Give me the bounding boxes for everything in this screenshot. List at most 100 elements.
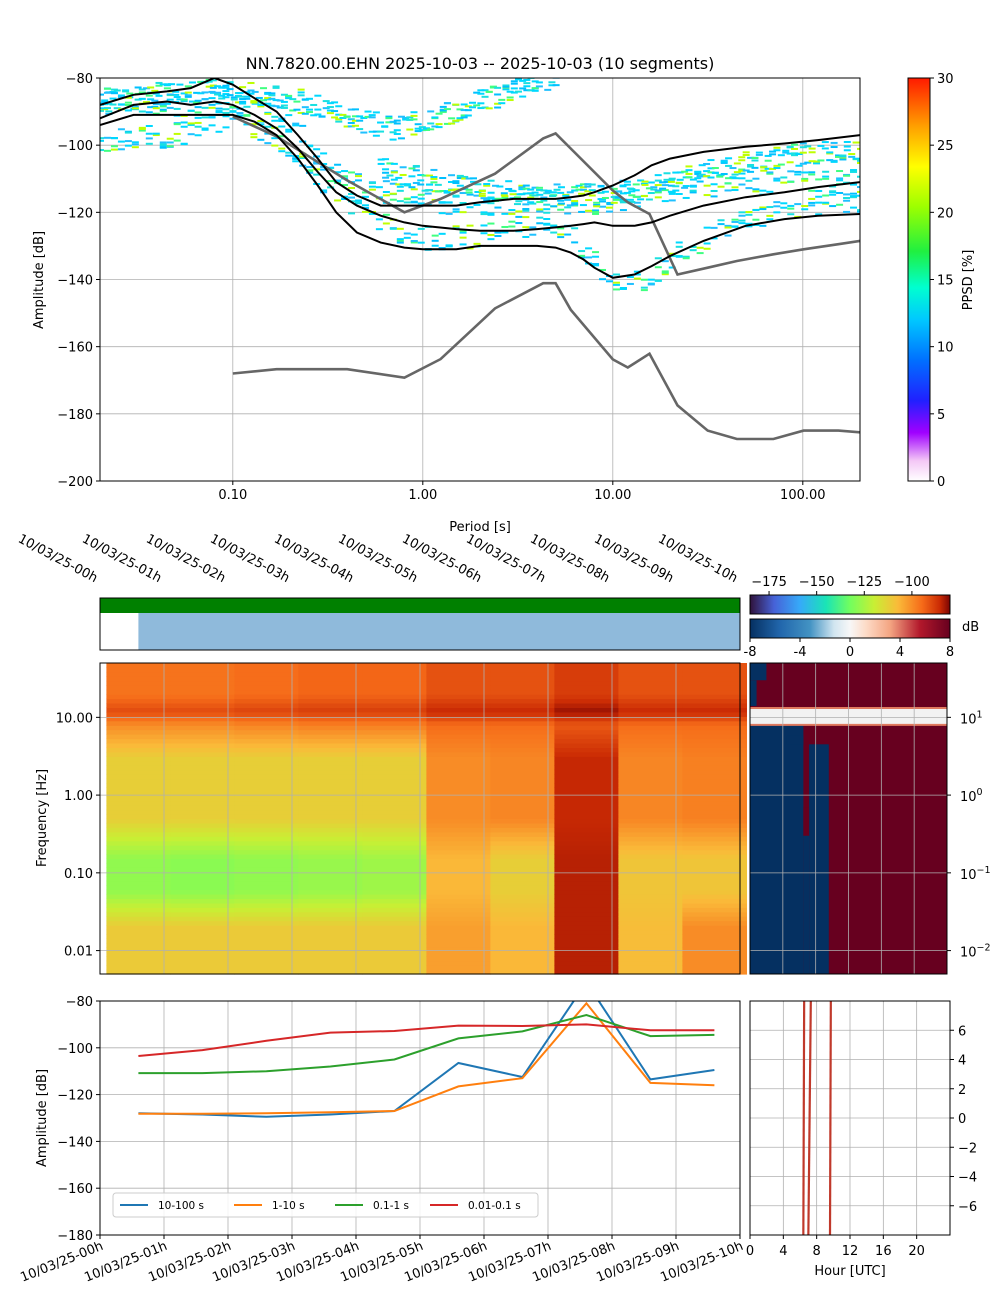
hour-diff-line xyxy=(828,1001,832,1235)
spectrogram-frame xyxy=(99,662,741,975)
ppsd-density-cell xyxy=(588,194,596,197)
ppsd-density-cell xyxy=(724,234,732,237)
spectrogram-cell xyxy=(298,880,363,886)
spectrogram-cell xyxy=(490,751,555,757)
spectrogram-cell xyxy=(426,849,491,855)
spectrogram-cell xyxy=(618,831,683,837)
ppsd-density-cell xyxy=(597,184,605,187)
spectrogram-cell xyxy=(170,725,235,731)
ppsd-density-cell xyxy=(255,96,263,99)
ppsd-density-cell xyxy=(531,89,539,92)
band-line-0.1-1 s xyxy=(138,1013,715,1075)
diff-y-tick-exponent: −1 xyxy=(977,865,991,876)
ppsd-density-cell xyxy=(335,120,343,123)
ppsd-density-cell xyxy=(694,172,702,175)
ppsd-density-cell xyxy=(297,91,305,94)
spectrogram-cell xyxy=(554,947,619,953)
ppsd-density-cell xyxy=(452,182,460,185)
hour-x-tick-label: 4 xyxy=(779,1244,787,1259)
spectrogram-cell xyxy=(426,685,491,691)
spectrogram-cell xyxy=(618,685,683,691)
ppsd-density-cell xyxy=(399,173,407,176)
ppsd-density-cell xyxy=(738,159,746,162)
spectrogram-cell xyxy=(170,800,235,806)
ppsd-density-cell xyxy=(606,201,614,204)
spectrogram-cell xyxy=(298,867,363,873)
ppsd-density-cell xyxy=(633,277,641,280)
ppsd-density-cell xyxy=(623,191,631,194)
ppsd-density-cell xyxy=(696,174,704,177)
spectrogram-cell xyxy=(554,694,619,700)
ppsd-density-cell xyxy=(260,87,268,90)
ppsd-density-cell xyxy=(180,143,188,146)
ppsd-density-cell xyxy=(585,199,593,202)
ppsd-density-cell xyxy=(331,116,339,119)
ppsd-density-cell xyxy=(264,125,272,128)
spectrogram-y-label: Frequency [Hz] xyxy=(35,769,50,867)
ppsd-density-cell xyxy=(250,136,258,139)
ppsd-density-cell xyxy=(131,143,139,146)
spectrogram-cell xyxy=(170,889,235,895)
spectrogram-cell xyxy=(298,716,363,722)
ppsd-density-cell xyxy=(703,170,711,173)
spectrogram-cell xyxy=(234,778,299,784)
ppsd-density-cell xyxy=(443,190,451,193)
ppsd-density-cell xyxy=(852,141,860,144)
spectrogram-cell xyxy=(170,694,235,700)
spectrogram-cell xyxy=(298,862,363,868)
ppsd-density-cell xyxy=(510,80,518,83)
spectrogram-cell xyxy=(426,880,491,886)
ppsd-density-cell xyxy=(725,164,733,167)
ppsd-density-cell xyxy=(334,179,342,182)
spectrogram-cell xyxy=(682,716,747,722)
percentile-median xyxy=(100,100,860,232)
spectrogram-cell xyxy=(554,938,619,944)
ppsd-density-cell xyxy=(389,138,397,141)
diff-y-tick-label: 10−2 xyxy=(960,943,991,961)
ppsd-density-cell xyxy=(489,85,497,88)
ppsd-density-cell xyxy=(326,112,334,115)
spectrogram-cell xyxy=(554,725,619,731)
ppsd-density-cell xyxy=(103,149,111,152)
ppsd-density-cell xyxy=(836,191,844,194)
ppsd-density-cell xyxy=(152,103,160,106)
ppsd-density-cell xyxy=(694,177,702,180)
spectrogram-cell xyxy=(682,951,747,957)
ppsd-density-cell xyxy=(180,92,188,95)
spectrogram-cell xyxy=(234,920,299,926)
ppsd-density-cell xyxy=(501,195,509,198)
ppsd-density-cell xyxy=(292,124,300,127)
ppsd-density-cell xyxy=(791,147,799,150)
ppsd-density-cell xyxy=(857,210,860,213)
ppsd-density-cell xyxy=(703,162,711,165)
ppsd-density-cell xyxy=(103,107,111,110)
spectrogram-cell xyxy=(426,934,491,939)
spectrogram-cell xyxy=(298,725,363,731)
spectrogram-cell xyxy=(426,796,491,802)
ppsd-density-cell xyxy=(408,175,416,178)
ppsd-density-cell xyxy=(738,219,746,222)
ppsd-density-cell xyxy=(243,95,251,98)
ppsd-density-cell xyxy=(599,268,607,271)
ppsd-density-cell xyxy=(745,225,753,228)
ppsd-density-cell xyxy=(527,188,535,191)
ppsd-density-cell xyxy=(501,197,509,200)
ppsd-density-cell xyxy=(487,233,495,236)
ppsd-density-cell xyxy=(473,104,481,107)
spectrogram-cell xyxy=(234,894,299,899)
ppsd-density-cell xyxy=(745,179,753,182)
ppsd-density-cell xyxy=(626,198,634,201)
ppsd-density-cell xyxy=(431,244,439,247)
spectrogram-cell xyxy=(554,663,619,668)
ppsd-density-cell xyxy=(434,183,442,186)
ppsd-density-cell xyxy=(487,202,495,205)
spectrogram-cell xyxy=(426,756,491,762)
spectrogram-cell xyxy=(106,765,171,771)
spectrogram-cell xyxy=(362,876,427,882)
spectrogram-cell xyxy=(298,791,363,797)
spectrogram-cell xyxy=(234,734,299,740)
ppsd-density-cell xyxy=(843,149,851,152)
ppsd-density-cell xyxy=(460,116,468,119)
ppsd-density-cell xyxy=(682,185,690,188)
